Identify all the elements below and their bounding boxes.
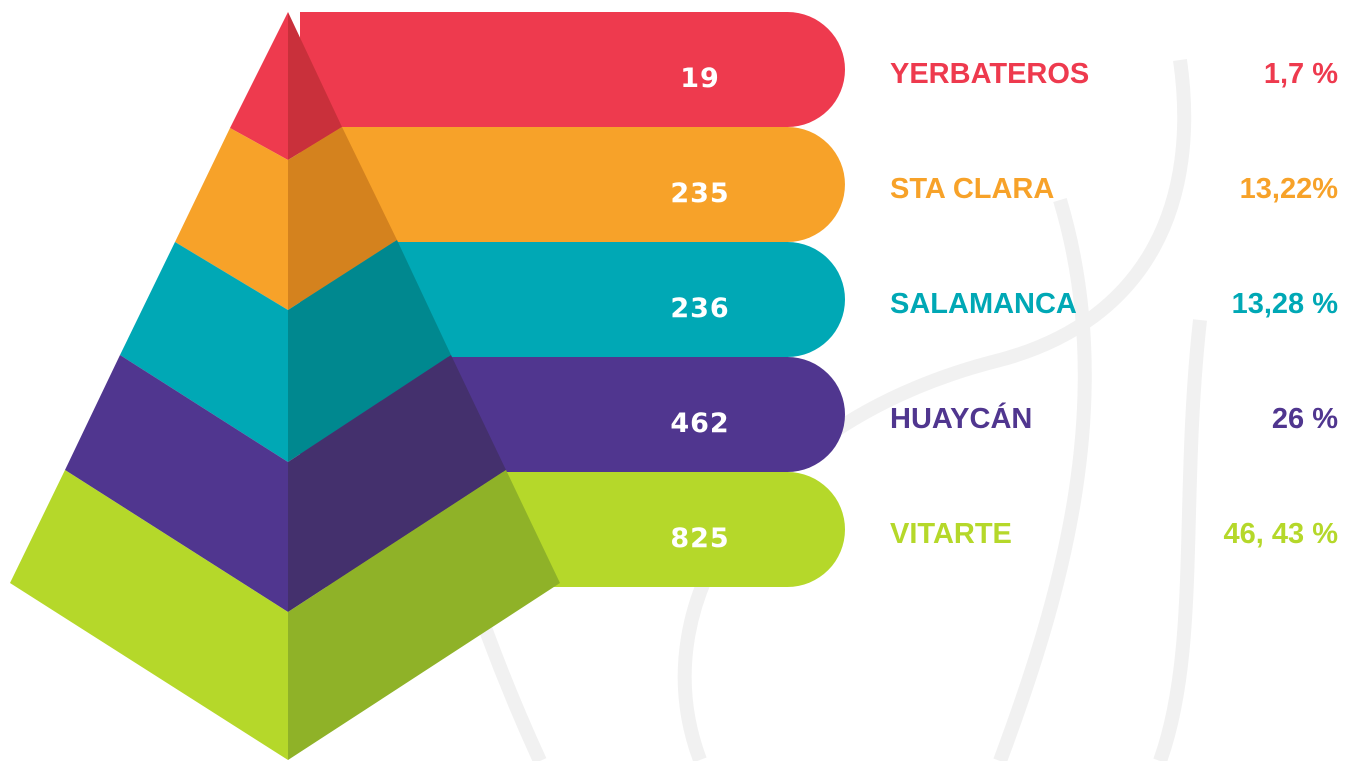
pyramid-right-face <box>288 127 397 310</box>
pyramid-right-face <box>288 355 506 612</box>
level-percent: 1,7 % <box>1264 58 1338 90</box>
pyramid-left-face <box>65 355 288 612</box>
level-name: SALAMANCA <box>890 288 1077 320</box>
level-percent: 46, 43 % <box>1224 518 1339 550</box>
level-value: 236 <box>670 293 729 324</box>
pyramid-right-face <box>288 470 560 760</box>
pill <box>300 12 845 127</box>
pyramid-left-face <box>120 242 288 462</box>
pyramid <box>10 12 560 760</box>
level-percent: 26 % <box>1272 403 1338 435</box>
pyramid-right-face <box>288 240 451 462</box>
level-value: 462 <box>670 408 729 439</box>
level-value: 825 <box>670 523 729 554</box>
level-value: 235 <box>670 178 729 209</box>
pill <box>300 127 845 242</box>
level-name: YERBATEROS <box>890 58 1089 90</box>
level-percent: 13,22% <box>1240 173 1339 205</box>
level-name: VITARTE <box>890 518 1012 550</box>
pyramid-left-face <box>230 12 288 160</box>
level-value: 19 <box>680 63 720 94</box>
level-name: HUAYCÁN <box>890 401 1032 435</box>
pyramid-right-face <box>288 12 342 160</box>
pyramid-left-face <box>175 128 288 310</box>
labels: 19 YERBATEROS 1,7 % 235 STA CLARA 13,22% 236 SA… <box>670 58 1338 554</box>
level-name: STA CLARA <box>890 173 1054 205</box>
level-percent: 13,28 % <box>1232 288 1339 320</box>
pyramid-left-face <box>10 470 288 760</box>
